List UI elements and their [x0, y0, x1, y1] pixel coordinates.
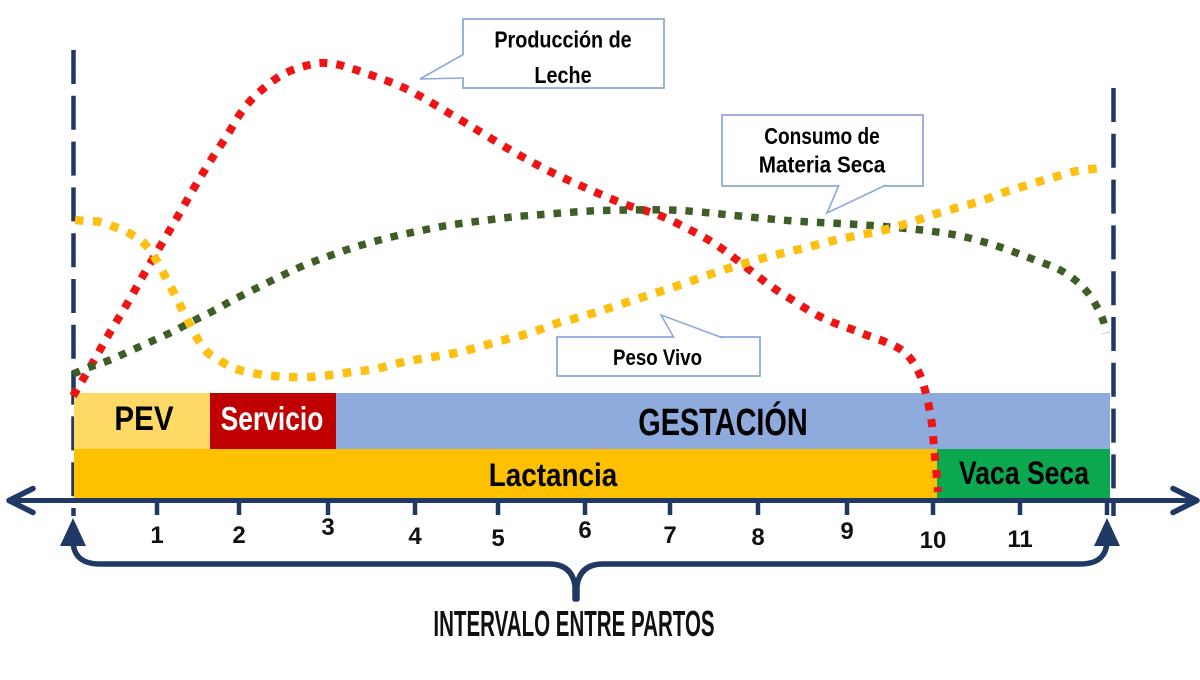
svg-text:Leche: Leche	[534, 63, 591, 89]
svg-text:Servicio: Servicio	[221, 401, 324, 437]
svg-text:11: 11	[1007, 526, 1032, 553]
svg-text:3: 3	[321, 514, 334, 541]
svg-text:1: 1	[150, 522, 163, 549]
svg-text:GESTACIÓN: GESTACIÓN	[638, 401, 807, 444]
svg-text:Vaca Seca: Vaca Seca	[959, 456, 1089, 492]
svg-text:10: 10	[920, 527, 947, 554]
svg-text:Materia Seca: Materia Seca	[759, 151, 886, 177]
svg-text:4: 4	[408, 523, 422, 550]
svg-text:6: 6	[578, 517, 591, 544]
svg-text:Consumo de: Consumo de	[764, 124, 880, 149]
svg-text:PEV: PEV	[114, 399, 174, 437]
svg-text:INTERVALO ENTRE PARTOS: INTERVALO ENTRE PARTOS	[433, 604, 714, 645]
svg-text:5: 5	[491, 525, 504, 552]
svg-text:8: 8	[751, 524, 764, 551]
svg-text:7: 7	[663, 522, 676, 549]
svg-text:9: 9	[840, 518, 853, 545]
svg-text:Producción de: Producción de	[494, 27, 631, 53]
svg-text:2: 2	[232, 522, 245, 549]
svg-text:Lactancia: Lactancia	[489, 458, 618, 493]
svg-text:Peso Vivo: Peso Vivo	[613, 347, 702, 371]
